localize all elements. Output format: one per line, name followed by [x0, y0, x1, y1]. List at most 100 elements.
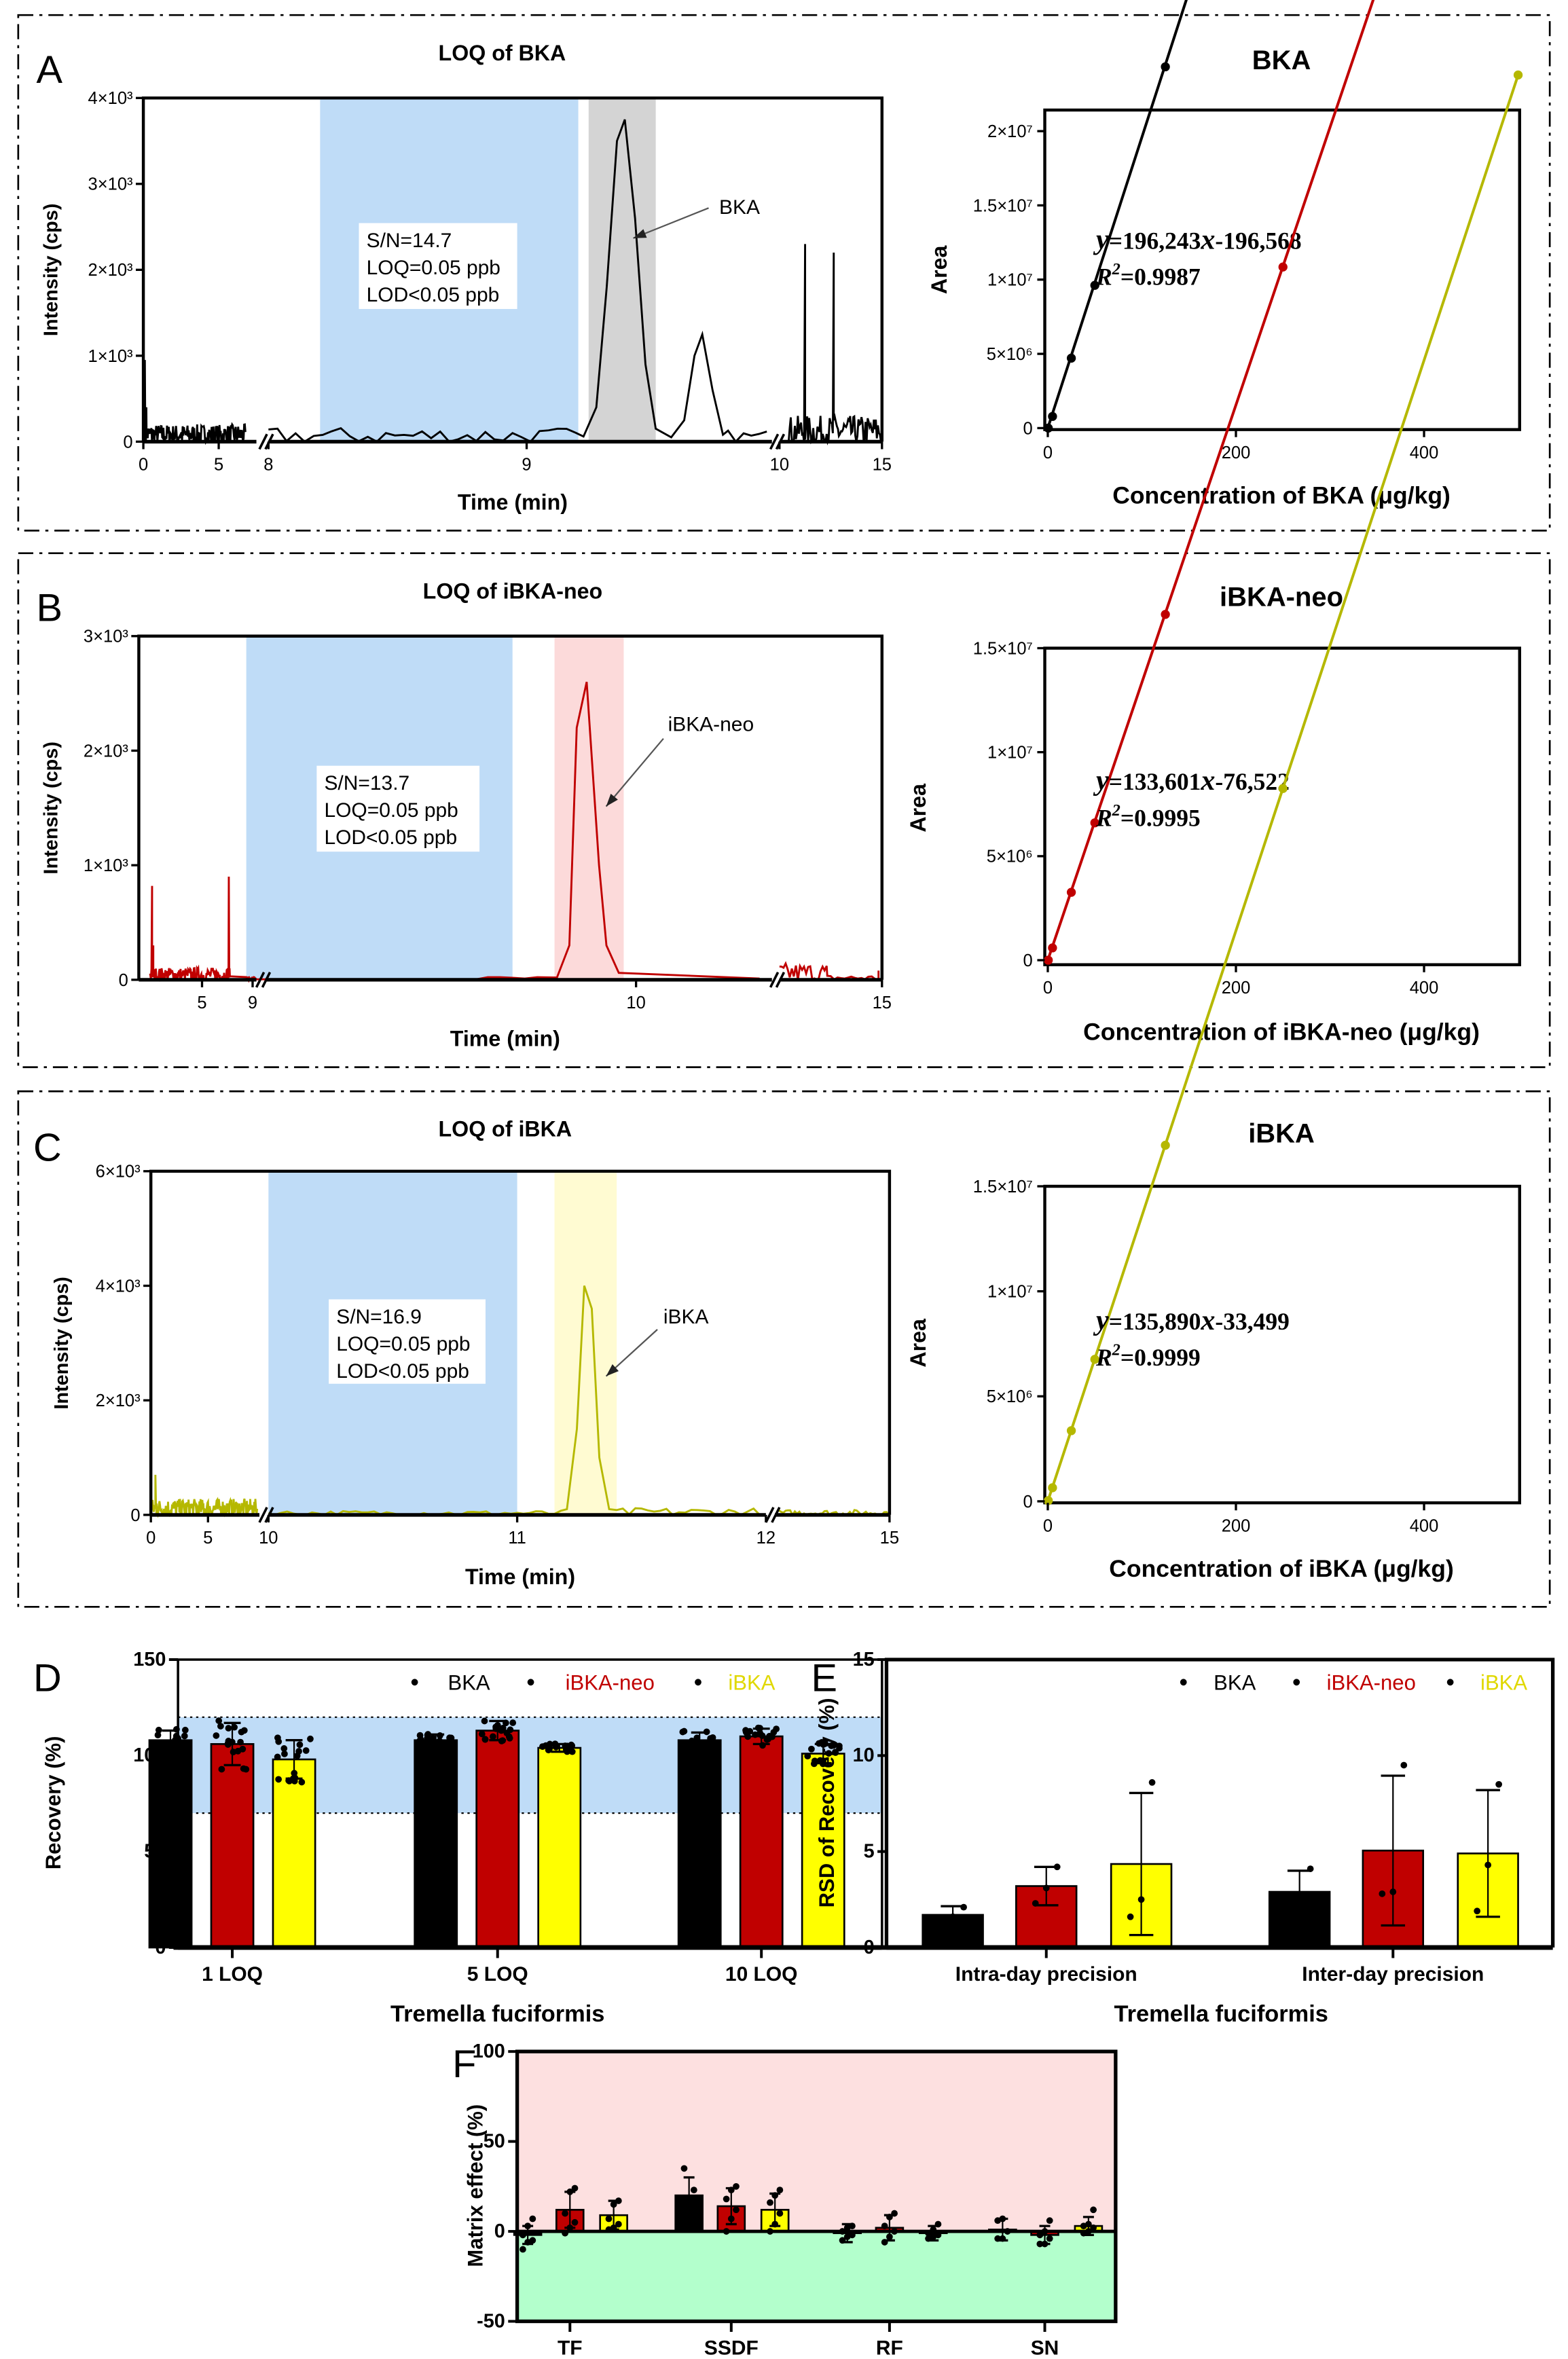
data-point [697, 1743, 704, 1750]
data-point [759, 1742, 766, 1749]
data-point [691, 1742, 698, 1749]
equation-part: -196,568 [1215, 227, 1301, 254]
peak-arrow [633, 207, 709, 239]
data-point [680, 2220, 688, 2228]
axis-break [264, 1507, 274, 1523]
data-point [281, 1750, 288, 1757]
data-point [234, 1747, 242, 1755]
data-point [960, 1903, 967, 1911]
x-axis-label: Tremella fuciformis [390, 2001, 604, 2027]
y-axis-label: Area [927, 244, 951, 294]
data-point [566, 2224, 574, 2231]
x-tick-label: 0 [1043, 979, 1053, 998]
data-point [680, 2165, 688, 2172]
data-point [562, 2210, 568, 2217]
y-tick-label: 5 [864, 1841, 875, 1863]
data-point [1090, 2206, 1097, 2214]
data-point [481, 1736, 489, 1743]
data-point [424, 1731, 432, 1738]
x-tick-label: 400 [1410, 979, 1439, 998]
r2-value: =0.9987 [1120, 263, 1201, 291]
x-tick-label: 8 [263, 456, 273, 475]
calibration-point [1043, 1496, 1053, 1505]
data-point [886, 2213, 893, 2220]
y-tick-label: 1.5×10⁷ [973, 196, 1033, 215]
y-tick-label: -50 [477, 2310, 505, 2332]
data-point [949, 1913, 957, 1920]
plot-frame [1043, 646, 1521, 966]
enhancement-region [517, 2051, 1116, 2232]
regression-equation: y=135,890x-33,499 [1093, 1304, 1290, 1336]
x-tick-label: 15 [880, 1529, 899, 1548]
data-point [733, 2206, 740, 2214]
data-point [302, 1747, 310, 1754]
data-point [433, 1740, 440, 1748]
equation-part: x [1200, 1304, 1215, 1336]
data-point [499, 1724, 507, 1732]
annotation-line: LOD<0.05 ppb [367, 284, 500, 306]
plot-frame [1043, 108, 1521, 431]
annotation-line: S/N=14.7 [367, 230, 452, 252]
y-tick-label: 3×10³ [84, 627, 128, 646]
data-point [181, 1726, 189, 1734]
data-point [605, 2215, 613, 2223]
x-tick-label: 400 [1410, 443, 1439, 462]
panel-c-border [17, 1090, 1551, 1608]
bar-ibka-1 [537, 1747, 582, 1949]
y-tick-label: 50 [144, 1841, 166, 1863]
calibration-point [1048, 943, 1057, 953]
bar-bka-1 [414, 1739, 458, 1949]
data-point [224, 1741, 232, 1748]
data-point [564, 1742, 571, 1750]
data-point [1032, 1900, 1039, 1907]
calibration-point [1161, 1140, 1170, 1150]
data-point [481, 1717, 488, 1725]
y-axis-label: Recovery (%) [41, 1736, 65, 1869]
data-point [155, 1743, 162, 1751]
x-axis-label: Concentration of iBKA-neo (μg/kg) [1083, 1019, 1480, 1046]
category-label: SN [1031, 2337, 1059, 2359]
y-tick-label: 0 [119, 971, 128, 990]
data-point [1137, 1896, 1145, 1903]
peak-region [588, 98, 656, 442]
category-label: 10 LOQ [725, 1963, 798, 1986]
x-axis-label: Time (min) [458, 490, 568, 514]
data-point [307, 1735, 314, 1742]
x-tick-label: 0 [1043, 443, 1053, 462]
x-tick-label: 5 [214, 456, 223, 475]
data-point [679, 1728, 687, 1736]
bar-ibka-neo-0 [210, 1743, 255, 1949]
data-point [709, 1734, 716, 1741]
equation-part: -33,499 [1215, 1308, 1289, 1335]
sn-annotation-box [359, 223, 517, 310]
data-point [164, 1747, 171, 1755]
category-label: RF [876, 2337, 903, 2359]
legend-label: iBKA-neo [1327, 1670, 1416, 1694]
data-point [213, 1732, 220, 1739]
y-tick-label: 100 [473, 2041, 505, 2062]
axis-break [261, 971, 272, 988]
panel-letter-e: E [811, 1657, 837, 1700]
data-point [218, 1766, 225, 1773]
peak-label: BKA [719, 196, 760, 219]
plot-frame [177, 1658, 883, 1947]
data-point [524, 2223, 532, 2229]
data-point [615, 2197, 622, 2204]
y-tick-label: 1×10⁷ [987, 744, 1033, 763]
x-axis-label: Concentration of iBKA (μg/kg) [1109, 1555, 1454, 1582]
x-tick-label: 0 [139, 456, 148, 475]
y-tick-label: 1.5×10⁷ [973, 1177, 1033, 1196]
data-point [832, 1749, 839, 1756]
x-tick-label: 9 [248, 993, 257, 1012]
data-point [154, 1732, 162, 1739]
x-tick-label: 10 [770, 456, 789, 475]
y-tick-label: 4×10³ [88, 89, 133, 108]
x-tick-label: 11 [508, 1529, 526, 1548]
data-point [1085, 2220, 1092, 2228]
data-point [1046, 2235, 1053, 2242]
arrow-head-icon [606, 793, 618, 807]
bar-chart-panel-e: Intra-day precision Inter-day precision 0 5… [815, 1649, 1555, 2027]
data-point [891, 2210, 898, 2217]
panel-letter-c: C [33, 1126, 62, 1169]
